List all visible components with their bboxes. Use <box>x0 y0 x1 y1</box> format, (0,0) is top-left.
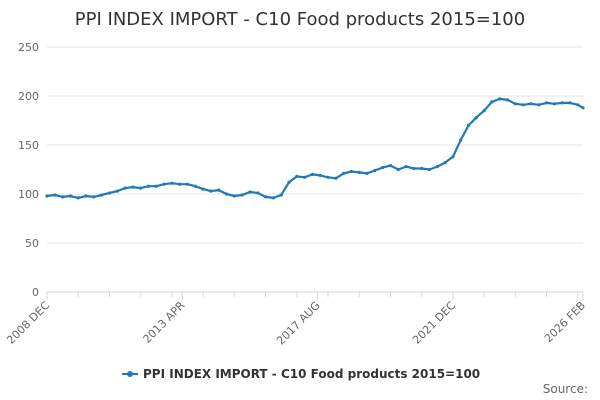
data-point[interactable] <box>107 191 111 195</box>
data-point[interactable] <box>295 174 299 178</box>
data-point[interactable] <box>342 171 346 175</box>
data-point[interactable] <box>443 161 447 165</box>
data-point[interactable] <box>505 98 510 102</box>
y-axis: 0 50 100 150 200 250 <box>18 41 39 299</box>
data-point[interactable] <box>482 109 486 113</box>
data-point[interactable] <box>201 187 205 191</box>
y-tick-label: 100 <box>18 188 39 201</box>
data-point[interactable] <box>365 171 369 175</box>
data-point[interactable] <box>248 190 252 194</box>
data-point[interactable] <box>529 102 533 106</box>
data-point[interactable] <box>420 166 424 171</box>
data-point[interactable] <box>490 100 494 104</box>
y-tick-label: 0 <box>32 286 39 299</box>
data-point[interactable] <box>287 180 291 184</box>
x-axis: 2008 DEC 2013 APR 2017 AUG 2021 DEC 2026 FEB <box>4 291 588 348</box>
data-point[interactable] <box>545 101 549 105</box>
data-point[interactable] <box>560 101 564 105</box>
legend-point-marker <box>127 371 133 377</box>
data-point[interactable] <box>115 189 119 193</box>
data-point[interactable] <box>76 196 80 200</box>
data-point[interactable] <box>466 123 471 127</box>
data-point[interactable] <box>53 193 57 197</box>
data-point[interactable] <box>271 196 275 200</box>
data-point[interactable] <box>404 165 408 169</box>
data-point[interactable] <box>240 193 244 197</box>
data-point[interactable] <box>474 116 478 120</box>
data-point[interactable] <box>435 165 439 169</box>
data-point[interactable] <box>373 168 377 173</box>
data-point[interactable] <box>256 191 260 195</box>
data-point[interactable] <box>123 186 127 190</box>
data-point[interactable] <box>310 172 314 176</box>
data-point[interactable] <box>498 97 502 101</box>
data-point[interactable] <box>396 167 400 172</box>
data-point[interactable] <box>154 184 158 188</box>
data-point[interactable] <box>178 182 182 186</box>
data-point[interactable] <box>139 186 143 190</box>
data-point[interactable] <box>459 138 463 142</box>
data-point[interactable] <box>264 195 268 199</box>
data-point[interactable] <box>576 103 580 107</box>
x-tick-label: 2008 DEC <box>4 299 52 347</box>
data-point[interactable] <box>100 193 104 197</box>
series-layer[interactable] <box>45 97 585 200</box>
data-point[interactable] <box>217 188 221 192</box>
legend-label[interactable]: PPI INDEX IMPORT - C10 Food products 201… <box>143 367 480 381</box>
data-point[interactable] <box>427 167 432 172</box>
data-point[interactable] <box>357 170 361 174</box>
data-point[interactable] <box>68 194 72 198</box>
chart-title: PPI INDEX IMPORT - C10 Food products 201… <box>75 9 525 30</box>
data-point[interactable] <box>92 195 96 199</box>
data-point[interactable] <box>185 182 190 186</box>
data-point[interactable] <box>568 101 572 105</box>
data-point[interactable] <box>388 164 393 168</box>
y-tick-label: 250 <box>18 41 39 54</box>
y-tick-label: 150 <box>18 139 39 152</box>
data-point[interactable] <box>279 193 283 197</box>
data-point[interactable] <box>451 155 455 159</box>
data-point[interactable] <box>381 165 385 170</box>
data-point[interactable] <box>537 103 541 107</box>
data-point[interactable] <box>224 192 229 196</box>
data-point[interactable] <box>84 194 88 198</box>
data-point[interactable] <box>326 175 330 179</box>
data-point[interactable] <box>303 175 307 179</box>
x-tick-label: 2017 AUG <box>274 299 323 348</box>
x-tick-label: 2021 DEC <box>410 299 458 347</box>
data-point[interactable] <box>61 195 65 199</box>
data-point[interactable] <box>45 194 49 198</box>
data-point[interactable] <box>232 194 236 198</box>
data-point[interactable] <box>334 176 338 180</box>
data-point[interactable] <box>552 102 557 106</box>
data-point[interactable] <box>209 189 213 193</box>
series-line[interactable] <box>46 97 584 199</box>
y-tick-label: 200 <box>18 90 39 103</box>
data-point[interactable] <box>412 166 416 171</box>
data-point[interactable] <box>146 184 151 188</box>
data-point[interactable] <box>131 185 135 189</box>
data-point[interactable] <box>318 173 322 177</box>
data-point[interactable] <box>581 106 585 110</box>
data-point[interactable] <box>170 181 174 185</box>
data-point[interactable] <box>513 102 517 106</box>
data-point[interactable] <box>521 103 525 107</box>
x-tick-label: 2013 APR <box>141 299 188 346</box>
legend[interactable]: PPI INDEX IMPORT - C10 Food products 201… <box>122 367 480 381</box>
data-point[interactable] <box>193 184 197 188</box>
grid-lines <box>47 46 583 293</box>
data-point[interactable] <box>349 169 353 174</box>
data-point[interactable] <box>162 182 166 186</box>
y-tick-label: 50 <box>25 237 39 250</box>
x-tick-label: 2026 FEB <box>542 299 588 345</box>
credits[interactable]: Source: <box>543 382 588 396</box>
